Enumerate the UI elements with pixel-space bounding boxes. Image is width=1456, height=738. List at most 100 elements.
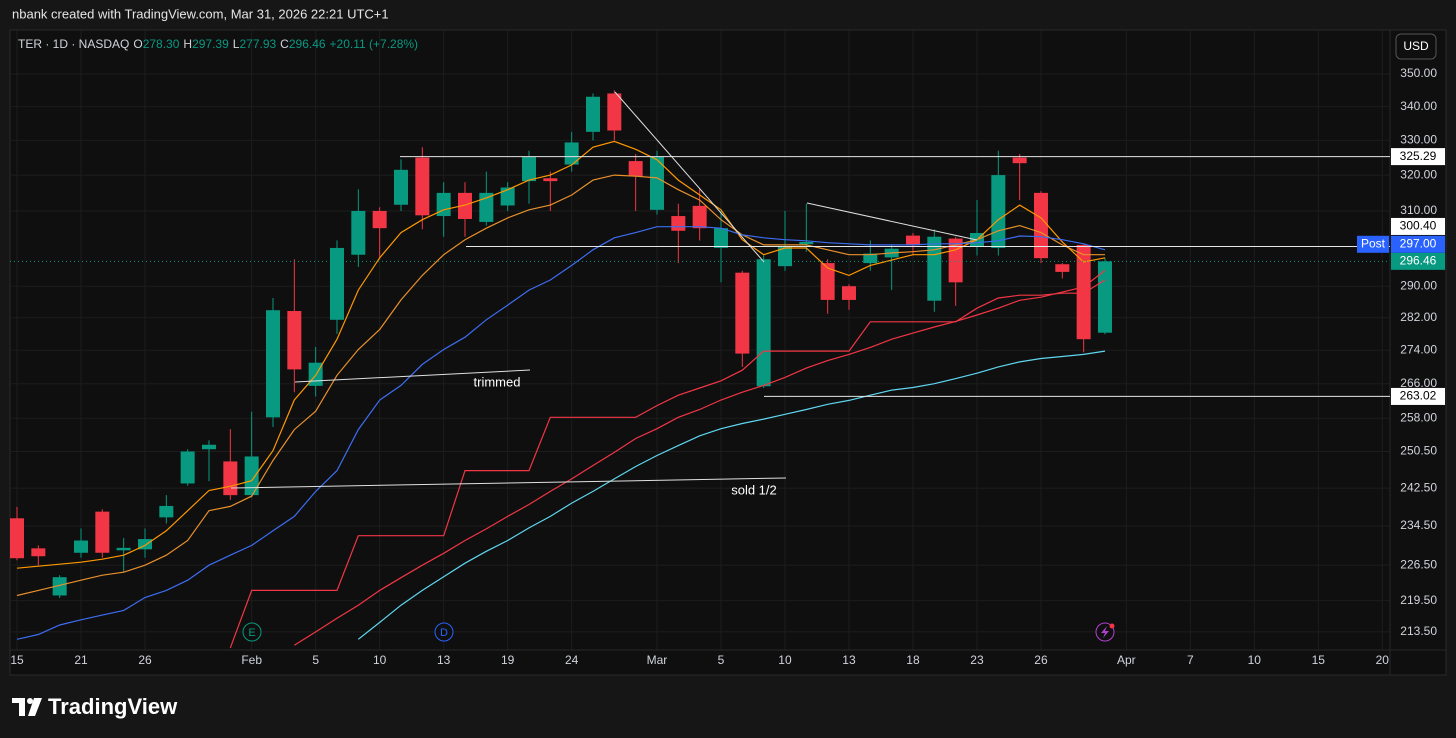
x-tick-label: 24 [565,653,579,667]
level-label: 263.02 [1400,389,1437,403]
candle-body [31,548,46,557]
candle-body [863,253,878,264]
candle-body [777,246,792,267]
candle-body [841,286,856,300]
candle-body [201,444,216,450]
x-tick-label: 10 [1248,653,1262,667]
grid [10,30,1390,650]
trend-line [230,477,787,489]
y-tick-label: 340.00 [1400,99,1437,113]
y-tick-label: 320.00 [1400,167,1437,181]
indicator-line [16,140,1106,569]
candle-body [628,161,643,177]
candle-body [372,210,387,229]
candle-body [159,505,174,518]
y-tick-label: 234.50 [1400,518,1437,532]
event-label: E [248,627,255,639]
last-price-label: 296.46 [1400,254,1437,268]
logo-part [12,698,25,703]
indicator-line [16,174,1105,597]
ohlc-key: H [183,37,192,51]
post-label: Post [1361,236,1386,250]
x-tick-label: 21 [74,653,88,667]
brand-name: TradingView [48,694,178,719]
candle-body [671,216,686,231]
candle-body [265,310,280,418]
event-marker[interactable] [434,622,454,642]
level-tag [1391,217,1445,235]
candle-body [948,238,963,283]
y-tick-label: 258.00 [1400,410,1437,424]
x-tick-label: 10 [373,653,387,667]
annotation: sold 1/2 [731,482,777,497]
x-tick-label: 13 [437,653,451,667]
post-price-label: 297.00 [1400,236,1437,250]
trend-line [806,202,978,241]
post-tag [1357,235,1389,253]
candle-body [500,187,515,206]
candle-body [95,511,110,553]
logo-part [28,698,42,716]
candle-body [479,192,494,222]
symbol: TER · 1D · NASDAQ [18,37,129,51]
plot [10,90,1112,649]
logo-part [19,698,25,716]
y-tick-label: 290.00 [1400,278,1437,292]
ohlc-value: 277.93 [239,37,276,51]
x-tick-label: Apr [1117,653,1136,667]
indicator-line [16,226,1106,640]
candle-body [649,156,664,210]
currency-button[interactable] [1395,33,1437,60]
y-tick-label: 250.50 [1400,444,1437,458]
candle-body [436,192,451,217]
candle-body [287,311,302,370]
drawings: trimmed sold 1/2 E D [230,91,1115,642]
candle-body [585,96,600,132]
candle-body [393,169,408,205]
candle-body [1033,192,1048,259]
post-price-tag [1391,235,1445,253]
candle-body [799,241,814,245]
candle-body [10,518,24,559]
event-label: D [440,627,448,639]
candle-body [713,228,728,248]
candle-body [137,539,152,550]
x-tick-label: 7 [1187,653,1194,667]
y-tick-label: 213.50 [1400,624,1437,638]
candle-body [756,259,771,387]
candle-body [1097,261,1112,333]
indicator-line [229,279,1106,649]
axes: 213.50 219.50 226.50 234.50 242.50 250.50 258.… [10,66,1445,667]
candle-body [180,451,195,484]
y-tick-label: 242.50 [1400,480,1437,494]
candle-body [351,210,366,255]
x-tick-label: Feb [241,653,262,667]
y-tick-label: 310.00 [1400,203,1437,217]
candle-body [415,157,430,216]
chart-panel [9,29,1447,676]
trend-line [614,91,765,263]
brand-logo [12,698,42,716]
logo-part [27,698,33,704]
ohlc-key: L [233,37,240,51]
x-tick-label: 26 [1034,653,1048,667]
x-tick-label: 13 [842,653,856,667]
x-tick-label: 5 [312,653,319,667]
x-tick-label: 15 [10,653,24,667]
candle-body [329,247,344,320]
y-tick-label: 226.50 [1400,557,1437,571]
candle-body [820,263,835,300]
level-tag [1391,148,1445,166]
y-tick-label: 219.50 [1400,593,1437,607]
x-tick-label: 5 [718,653,725,667]
candle-body [73,540,88,553]
indicator-line [293,269,1106,646]
y-tick-label: 282.00 [1400,310,1437,324]
candle-body [607,93,622,131]
event-marker[interactable] [242,622,262,642]
level-label: 325.29 [1400,149,1437,163]
x-tick-label: Mar [647,653,668,667]
candle-body [905,235,920,246]
x-tick-label: 10 [778,653,792,667]
